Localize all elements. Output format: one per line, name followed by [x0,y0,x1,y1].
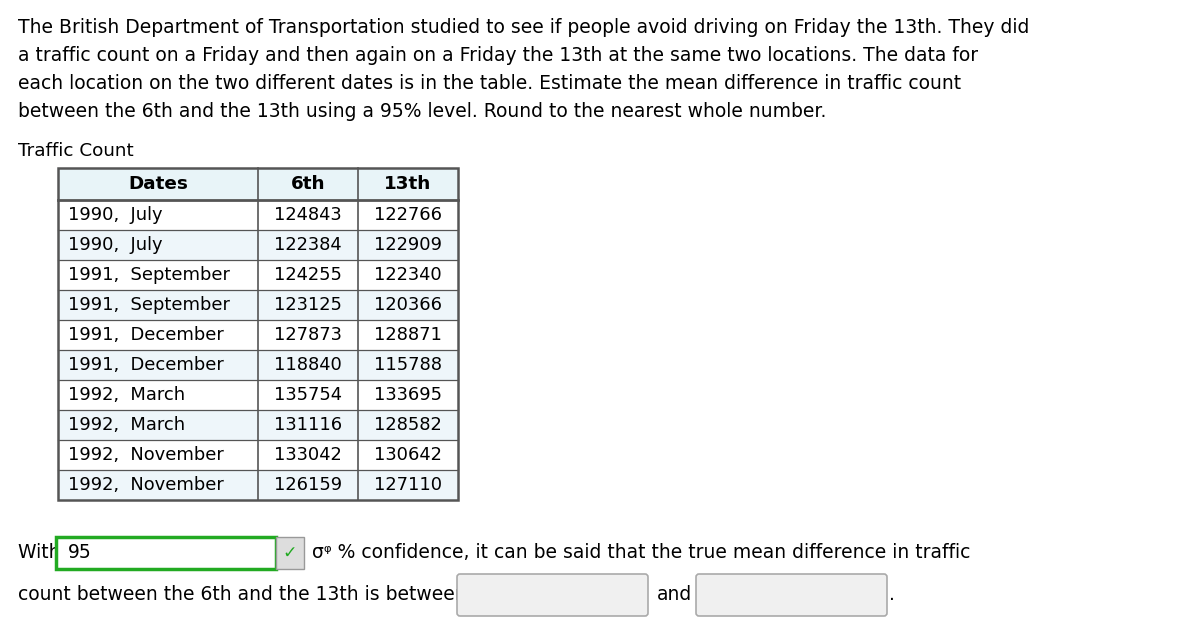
Text: σᵠ % confidence, it can be said that the true mean difference in traffic: σᵠ % confidence, it can be said that the… [312,543,971,563]
Text: count between the 6th and the 13th is between: count between the 6th and the 13th is be… [18,585,467,605]
Bar [58,470,458,500]
Text: each location on the two different dates is in the table. Estimate the mean diff: each location on the two different dates… [18,74,961,93]
Text: 1991,  December: 1991, December [68,356,223,374]
Text: With: With [18,543,66,563]
Text: 1992,  November: 1992, November [68,476,223,494]
Text: 128582: 128582 [374,416,442,434]
Bar [58,320,458,350]
Bar [58,168,458,200]
Bar [58,260,458,290]
Bar [58,350,458,380]
FancyBboxPatch shape [457,574,648,616]
Text: 122340: 122340 [374,266,442,284]
Bar [56,537,276,569]
Bar [58,168,458,500]
Text: 120366: 120366 [374,296,442,314]
Text: between the 6th and the 13th using a 95% level. Round to the nearest whole numbe: between the 6th and the 13th using a 95%… [18,102,827,121]
Text: 124255: 124255 [274,266,342,284]
Text: 127873: 127873 [274,326,342,344]
FancyBboxPatch shape [696,574,887,616]
Text: .: . [889,585,895,605]
Bar [58,290,458,320]
Text: 95: 95 [68,543,91,563]
Text: 135754: 135754 [274,386,342,404]
Text: Traffic Count: Traffic Count [18,142,133,160]
Bar [58,200,458,230]
Text: 1992,  November: 1992, November [68,446,223,464]
Text: ✓: ✓ [283,544,298,562]
Text: Dates: Dates [128,175,188,193]
Text: 6th: 6th [290,175,325,193]
Text: 131116: 131116 [274,416,342,434]
Bar [58,440,458,470]
Text: 133695: 133695 [374,386,442,404]
Text: 123125: 123125 [274,296,342,314]
Bar [58,230,458,260]
Text: 1992,  March: 1992, March [68,416,185,434]
Text: 126159: 126159 [274,476,342,494]
Text: 13th: 13th [384,175,432,193]
Bar [58,380,458,410]
Text: 122909: 122909 [374,236,442,254]
Text: 118840: 118840 [274,356,342,374]
Text: 133042: 133042 [274,446,342,464]
Text: 122384: 122384 [274,236,342,254]
Text: The British Department of Transportation studied to see if people avoid driving : The British Department of Transportation… [18,18,1030,37]
Text: 115788: 115788 [374,356,442,374]
Bar [276,537,304,569]
Text: 124843: 124843 [274,206,342,224]
Text: 1990,  July: 1990, July [68,206,163,224]
Text: 1991,  December: 1991, December [68,326,223,344]
Text: 1992,  March: 1992, March [68,386,185,404]
Text: 1991,  September: 1991, September [68,296,230,314]
Bar [58,410,458,440]
Text: 1990,  July: 1990, July [68,236,163,254]
Text: 128871: 128871 [374,326,442,344]
Text: 1991,  September: 1991, September [68,266,230,284]
Text: 130642: 130642 [374,446,442,464]
Text: a traffic count on a Friday and then again on a Friday the 13th at the same two : a traffic count on a Friday and then aga… [18,46,978,65]
Text: 127110: 127110 [374,476,442,494]
Text: 122766: 122766 [374,206,442,224]
Text: and: and [658,585,692,605]
